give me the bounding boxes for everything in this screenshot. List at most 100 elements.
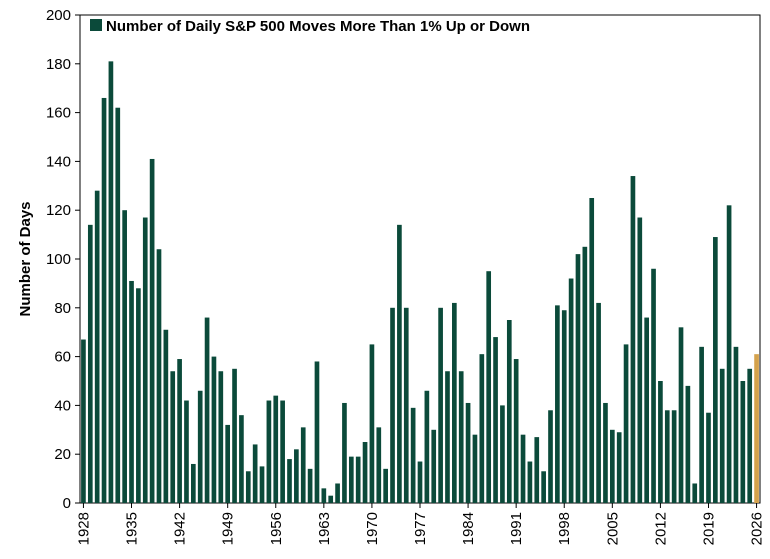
bar-1946	[204, 317, 210, 503]
bar-1979	[431, 429, 437, 503]
bar-2020	[713, 237, 718, 504]
x-tick-label: 1970	[364, 512, 381, 545]
bar-2024	[740, 381, 746, 503]
bar-1945	[197, 390, 203, 503]
y-tick-label: 200	[46, 7, 71, 24]
bar-1968	[355, 456, 361, 503]
bar-2015	[678, 327, 684, 503]
bar-1995	[541, 471, 546, 503]
y-tick-label: 100	[46, 251, 71, 268]
x-axis: 1928 1935 1942 1949 1956 1963 1970 1977 1984 1991…	[75, 503, 766, 545]
x-tick-label: 2005	[604, 512, 621, 545]
y-tick-label: 80	[54, 300, 71, 317]
bar-2004	[603, 402, 608, 503]
bar-2006	[616, 432, 622, 503]
bar-1967	[348, 456, 354, 503]
bar-1986	[479, 354, 485, 503]
bar-1966	[342, 402, 347, 503]
bar-1963	[321, 488, 327, 503]
x-tick-label: 1977	[412, 512, 429, 545]
bar-1997	[555, 305, 560, 503]
bar-1992	[520, 434, 526, 503]
bar-2003	[596, 302, 601, 503]
bar-1989	[500, 405, 505, 503]
bar-2001	[582, 246, 588, 504]
bar-1994	[534, 437, 540, 503]
bar-2000	[575, 254, 581, 503]
bar-1951	[239, 415, 244, 503]
bar-1993	[527, 461, 533, 503]
bar-1955	[266, 400, 272, 503]
bar-1929	[87, 224, 93, 503]
bar-1977	[417, 461, 423, 503]
bar-1976	[410, 407, 416, 503]
bar-1959	[294, 449, 299, 503]
bar-1954	[259, 466, 265, 503]
bar-1930	[94, 190, 100, 503]
bar-1962	[314, 361, 320, 503]
bar-2012	[658, 381, 663, 503]
bar-1982	[452, 302, 457, 503]
bar-1944	[190, 463, 196, 503]
bar-2026	[754, 354, 759, 503]
y-tick-label: 0	[63, 495, 71, 512]
bar-1949	[225, 424, 231, 503]
bar-1978	[424, 390, 430, 503]
bar-1999	[568, 278, 574, 503]
legend: Number of Daily S&P 500 Moves More Than …	[90, 18, 530, 35]
bar-1942	[177, 359, 182, 503]
bar-1948	[218, 371, 224, 503]
bar-1984	[465, 402, 471, 503]
bar-1935	[129, 280, 134, 503]
x-tick-label: 1942	[172, 512, 189, 545]
bar-2005	[609, 429, 615, 503]
bar-2017	[692, 483, 698, 503]
bar-2019	[706, 412, 711, 503]
bar-2018	[699, 346, 704, 503]
bar-2013	[664, 410, 670, 503]
bar-2002	[589, 198, 595, 503]
x-tick-label: 1956	[268, 512, 285, 545]
bar-1941	[170, 371, 176, 503]
bar-1965	[335, 483, 340, 503]
bar-1990	[506, 320, 512, 503]
bar-1928	[81, 339, 86, 503]
bar-1940	[163, 329, 169, 503]
bar-1939	[156, 249, 162, 503]
legend-swatch	[90, 19, 102, 31]
x-tick-label: 2026	[749, 512, 766, 545]
bar-2014	[671, 410, 677, 503]
bar-2008	[630, 176, 636, 504]
bar-1958	[287, 459, 292, 503]
x-tick-label: 1935	[124, 512, 141, 545]
bar-1985	[472, 434, 478, 503]
bar-1960	[300, 427, 306, 503]
bar-1953	[252, 444, 258, 503]
bar-2011	[651, 268, 656, 503]
bar-1937	[142, 217, 148, 503]
bar-1938	[149, 158, 155, 503]
y-tick-label: 20	[54, 446, 71, 463]
bar-1972	[383, 468, 388, 503]
bar-1970	[369, 344, 375, 503]
x-tick-label: 1928	[75, 512, 92, 545]
bar-1998	[561, 310, 567, 503]
bar-1956	[273, 395, 279, 503]
bar-1981	[445, 371, 450, 503]
x-tick-label: 2012	[652, 512, 669, 545]
bar-1991	[513, 359, 519, 503]
bars	[81, 61, 759, 504]
bar-1933	[115, 107, 121, 503]
y-tick-label: 140	[46, 153, 71, 170]
bar-1969	[362, 442, 368, 503]
x-tick-label: 1998	[556, 512, 573, 545]
bar-2007	[623, 344, 629, 503]
x-tick-label: 1963	[316, 512, 333, 545]
bar-2022	[726, 205, 732, 503]
bar-1931	[101, 97, 107, 504]
bar-1980	[438, 307, 443, 503]
bar-1996	[548, 410, 553, 503]
bar-1964	[328, 495, 334, 503]
bar-1971	[376, 427, 382, 503]
bar-2010	[644, 317, 650, 503]
